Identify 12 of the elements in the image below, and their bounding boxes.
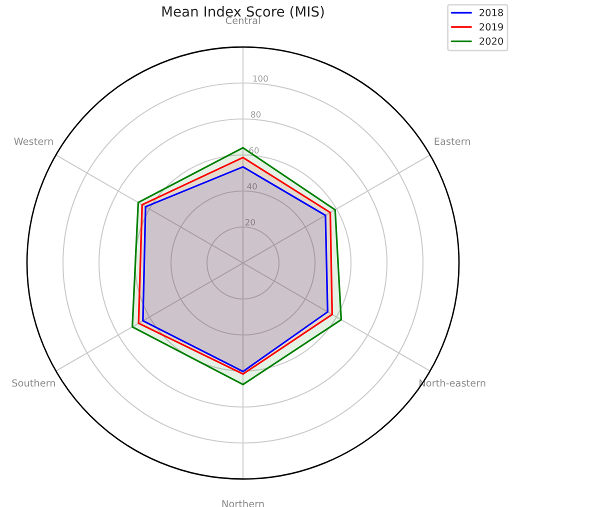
y-tick-label: 100 [253, 75, 268, 82]
spoke-label: Central [226, 16, 260, 24]
chart-title: Mean Index Score (MIS) [162, 6, 324, 18]
y-tick-label: 20 [245, 219, 255, 226]
y-tick-label: 40 [247, 183, 257, 190]
legend-label: 2020 [480, 37, 504, 45]
spoke-label: Eastern [434, 138, 470, 145]
y-tick-label: 80 [251, 111, 261, 118]
spoke-label: Southern [12, 379, 55, 387]
legend-label: 2018 [480, 8, 503, 16]
spoke-label: Western [14, 138, 53, 145]
legend-label: 2019 [480, 23, 503, 31]
